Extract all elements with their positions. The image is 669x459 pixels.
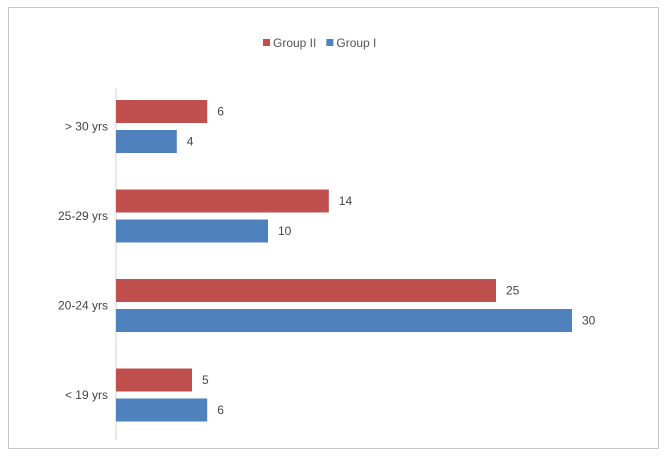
- bar-group-i: [116, 309, 572, 332]
- data-label: 30: [582, 314, 596, 328]
- category-label: 25-29 yrs: [58, 209, 108, 223]
- category-label: 20-24 yrs: [58, 299, 108, 313]
- data-label: 25: [506, 284, 520, 298]
- data-label: 10: [278, 224, 292, 238]
- category-label: < 19 yrs: [65, 388, 108, 402]
- bar-group-ii: [116, 189, 329, 213]
- data-label: 14: [339, 194, 353, 208]
- bars: [116, 100, 572, 422]
- bar-group-ii: [116, 100, 208, 123]
- data-label: 6: [217, 403, 224, 417]
- data-label: 6: [217, 105, 224, 119]
- data-label: 4: [187, 135, 194, 149]
- legend-swatch-1: [263, 39, 270, 46]
- data-labels: 6 4 14 10 25 30 5 6: [187, 105, 596, 418]
- bar-group-ii: [116, 279, 496, 302]
- legend-label-1: Group II: [273, 36, 316, 50]
- legend-swatch-2: [326, 39, 334, 46]
- legend-label-2: Group I: [336, 36, 376, 50]
- data-label: 5: [202, 373, 209, 387]
- bar-group-ii: [116, 368, 192, 392]
- category-labels: > 30 yrs 25-29 yrs 20-24 yrs < 19 yrs: [58, 120, 108, 403]
- bar-group-i: [116, 219, 268, 243]
- legend: Group II Group I: [263, 36, 376, 50]
- bar-group-i: [116, 130, 177, 153]
- bar-group-i: [116, 398, 208, 422]
- category-label: > 30 yrs: [65, 120, 108, 134]
